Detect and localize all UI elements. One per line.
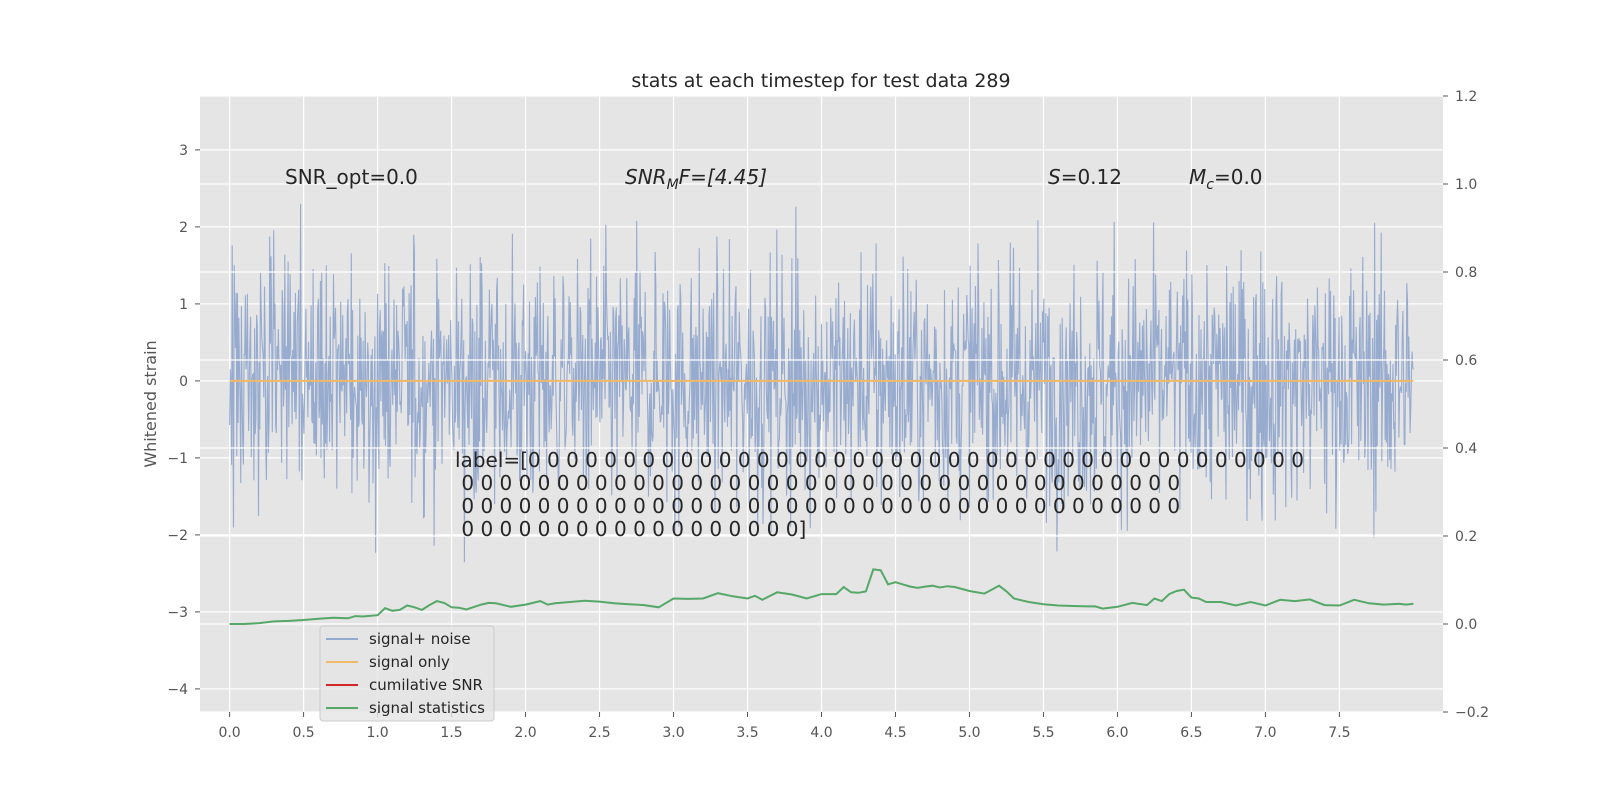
signal-plus-noise-series: [229, 203, 1414, 563]
x-tick-label: 3.0: [662, 725, 684, 741]
mc-symbol: M: [1189, 165, 1206, 189]
x-tick-label: 1.5: [440, 725, 462, 741]
y-tick-label: 0: [179, 374, 188, 390]
snr-opt-annotation: SNR_opt=0.0: [285, 165, 418, 189]
right-tick-label: 0.4: [1455, 441, 1477, 457]
label-line-4: 0 0 0 0 0 0 0 0 0 0 0 0 0 0 0 0 0 0]: [455, 517, 806, 541]
x-tick-label: 6.5: [1180, 725, 1202, 741]
label-line-1: label=[0 0 0 0 0 0 0 0 0 0 0 0 0 0 0 0 0…: [455, 448, 1304, 472]
x-tick-label: 6.0: [1106, 725, 1128, 741]
x-tick-label: 5.5: [1032, 725, 1054, 741]
right-tick-label: 0.6: [1455, 353, 1477, 369]
legend-box: [319, 625, 495, 722]
snr-mf-value: F=[4.45]: [679, 165, 767, 189]
mc-value: =0.0: [1214, 165, 1263, 189]
snr-mf-subscript: M: [667, 177, 679, 193]
s-value: =0.12: [1061, 165, 1122, 189]
x-tick-label: 7.5: [1328, 725, 1350, 741]
y-tick-label: −2: [167, 528, 188, 544]
chart-title: stats at each timestep for test data 289: [631, 70, 1010, 92]
legend-label-signal-plus-noise: signal+ noise: [369, 630, 471, 648]
y-tick-label: −4: [167, 682, 188, 698]
y-tick-label: 1: [179, 297, 188, 313]
signal-statistics-line: [229, 568, 1414, 625]
y-tick-label: 2: [179, 220, 188, 236]
x-tick-label: 0.0: [218, 725, 240, 741]
legend-label-signal-only: signal only: [369, 653, 450, 671]
x-tick-label: 1.0: [366, 725, 388, 741]
right-y-axis-ticks: 1.2 1.0 0.8 0.6 0.4 0.2 0.0 −0.2: [1443, 89, 1489, 721]
x-tick-label: 5.0: [958, 725, 980, 741]
right-tick-label: 0.8: [1455, 265, 1477, 281]
series-lines: [229, 379, 1414, 625]
x-tick-label: 3.5: [736, 725, 758, 741]
label-line-2: 0 0 0 0 0 0 0 0 0 0 0 0 0 0 0 0 0 0 0 0 …: [455, 471, 1180, 495]
x-tick-label: 0.5: [292, 725, 314, 741]
s-annotation: S=0.12: [1048, 165, 1122, 189]
x-tick-label: 2.0: [514, 725, 536, 741]
x-tick-label: 4.5: [884, 725, 906, 741]
snr-mf-symbol: SNR: [625, 165, 667, 189]
y-axis-label: Whitened strain: [141, 340, 160, 467]
x-tick-label: 4.0: [810, 725, 832, 741]
right-tick-label: 1.2: [1455, 89, 1477, 105]
right-tick-label: 0.0: [1455, 617, 1477, 633]
x-tick-label: 2.5: [588, 725, 610, 741]
left-y-axis-ticks: 3 2 1 0 −1 −2 −3 −4: [167, 143, 200, 698]
y-tick-label: −3: [167, 605, 188, 621]
legend-label-signal-statistics: signal statistics: [369, 699, 485, 717]
signal-plus-noise-line: [229, 203, 1414, 563]
right-axis-grid-lines: [200, 95, 1443, 713]
snr-mf-annotation: SNRMF=[4.45]: [625, 165, 767, 193]
x-axis-ticks: 0.0 0.5 1.0 1.5 2.0 2.5 3.0 3.5 4.0 4.5 5.0 5.5 6.0 6…: [218, 712, 1351, 741]
s-symbol: S: [1048, 165, 1061, 189]
x-tick-label: 7.0: [1254, 725, 1276, 741]
right-tick-label: 0.2: [1455, 529, 1477, 545]
y-tick-label: 3: [179, 143, 188, 159]
mc-subscript: c: [1206, 177, 1214, 193]
legend: signal+ noise signal only cumilative SNR…: [319, 625, 495, 722]
legend-label-cumilative-snr: cumilative SNR: [369, 676, 483, 694]
y-tick-label: −1: [167, 451, 188, 467]
mc-annotation: Mc=0.0: [1189, 165, 1263, 193]
label-annotation: label=[0 0 0 0 0 0 0 0 0 0 0 0 0 0 0 0 0…: [455, 448, 1304, 541]
right-tick-label: −0.2: [1455, 705, 1489, 721]
label-line-3: 0 0 0 0 0 0 0 0 0 0 0 0 0 0 0 0 0 0 0 0 …: [455, 494, 1180, 518]
right-tick-label: 1.0: [1455, 177, 1477, 193]
